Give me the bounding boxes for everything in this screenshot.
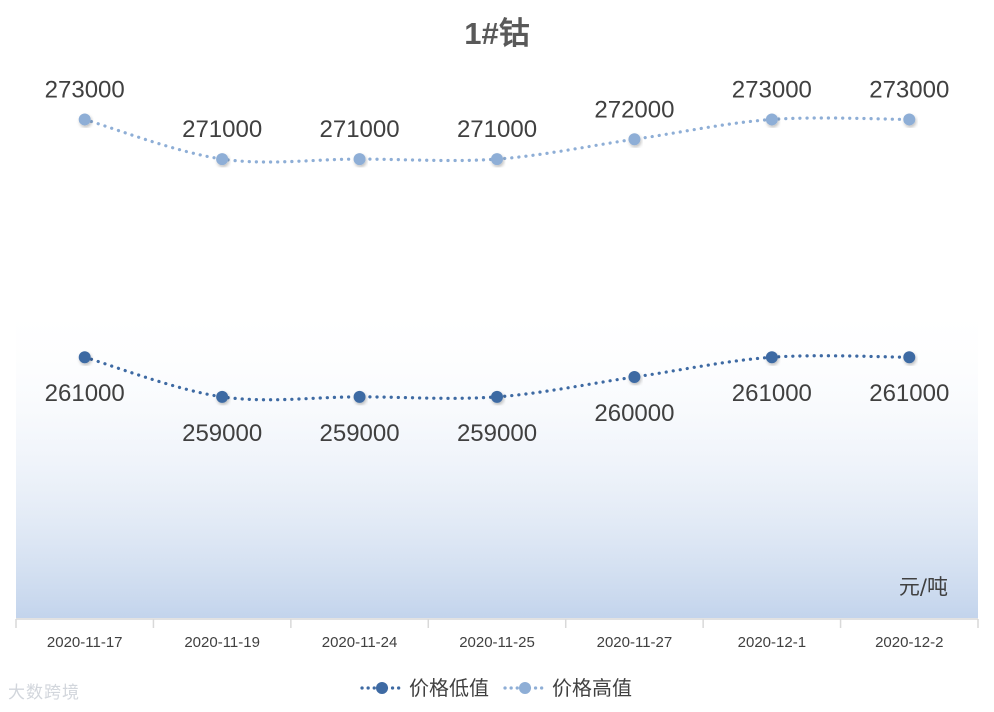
data-point-low [78, 351, 91, 364]
data-point-low [216, 390, 229, 403]
data-label-high: 273000 [732, 76, 812, 103]
data-point-low [491, 390, 503, 403]
data-point-high [628, 133, 641, 146]
legend: 价格低值 价格高值 [360, 676, 632, 700]
watermark: 大数跨境 [8, 683, 80, 703]
data-point-low [765, 351, 778, 364]
data-label-high: 273000 [45, 76, 125, 103]
data-label-high: 271000 [320, 116, 400, 143]
data-label-low: 260000 [594, 400, 674, 427]
legend-swatch-marker [519, 682, 531, 694]
data-label-high: 271000 [457, 116, 537, 143]
x-tick-label: 2020-12-2 [875, 634, 943, 651]
data-point-high [903, 113, 916, 126]
data-label-low: 261000 [732, 380, 812, 407]
data-label-low: 259000 [182, 420, 262, 447]
legend-label: 价格高值 [552, 676, 632, 700]
data-label-low: 261000 [45, 380, 125, 407]
x-tick-label: 2020-11-24 [322, 634, 398, 651]
data-point-high [216, 153, 229, 166]
series-layer [78, 113, 916, 403]
x-tick-label: 2020-11-27 [597, 634, 673, 651]
chart-title: 1#钴 [464, 16, 529, 51]
unit-label: 元/吨 [899, 575, 948, 599]
data-point-low [353, 390, 366, 403]
data-label-low: 259000 [320, 420, 400, 447]
x-tick-label: 2020-11-17 [47, 634, 123, 651]
data-label-high: 271000 [182, 116, 262, 143]
x-tick-label: 2020-11-25 [459, 634, 535, 651]
data-point-high [78, 113, 91, 126]
data-labels: 261000 259000 259000 259000 260000 261000 2610… [45, 76, 950, 446]
high-low-lines [82, 119, 912, 397]
data-label-high: 273000 [869, 76, 949, 103]
data-label-low: 259000 [457, 420, 537, 447]
data-point-low [903, 351, 916, 364]
data-label-low: 261000 [869, 380, 949, 407]
data-point-low [628, 371, 641, 384]
legend-swatch-marker [376, 682, 388, 694]
data-point-high [491, 153, 503, 166]
data-point-high [353, 153, 366, 166]
data-point-high [765, 113, 778, 126]
x-axis: 2020-11-17 2020-11-19 2020-11-24 2020-11-25… [15, 618, 979, 651]
data-label-high: 272000 [594, 96, 674, 123]
x-tick-label: 2020-12-1 [738, 634, 806, 651]
legend-label: 价格低值 [409, 676, 489, 700]
x-tick-label: 2020-11-19 [184, 634, 260, 651]
